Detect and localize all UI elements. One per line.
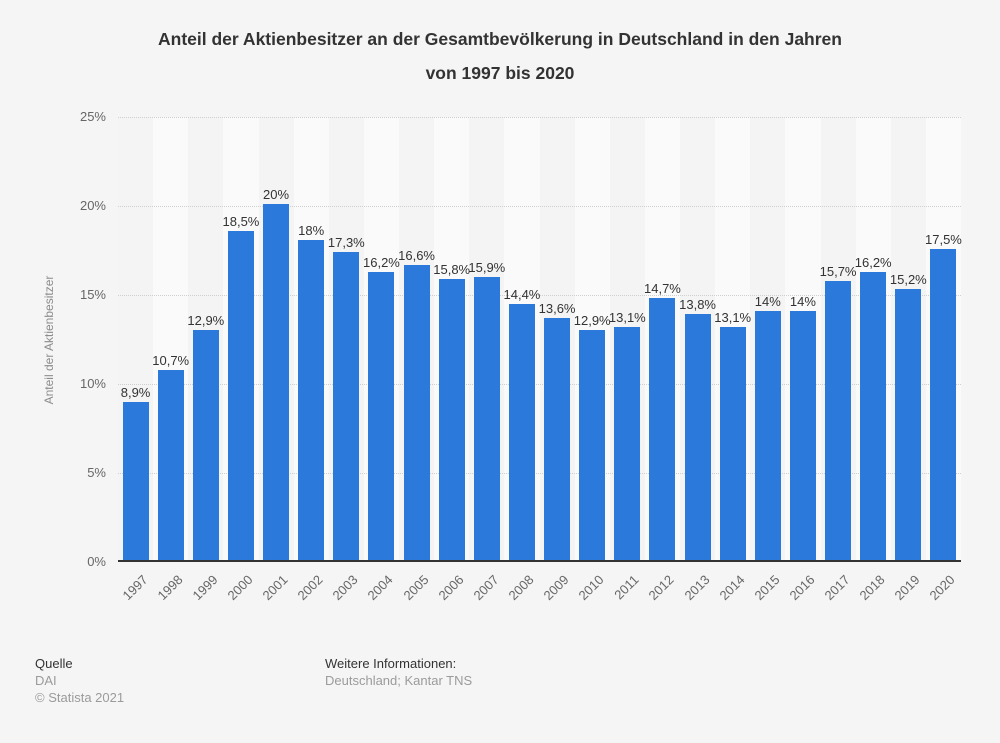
bar-2006[interactable] (438, 278, 465, 560)
bar-2003[interactable] (333, 252, 360, 560)
bar-value-label-2016: 14% (789, 293, 816, 309)
bar-value-label-1999: 12,9% (187, 313, 225, 329)
bar-value-label-2014: 13,1% (714, 309, 752, 325)
x-tick-2008: 2008 (505, 572, 537, 604)
bar-2015[interactable] (754, 310, 781, 560)
x-tick-2017: 2017 (821, 572, 853, 604)
x-tick-2014: 2014 (716, 572, 748, 604)
x-tick-2001: 2001 (259, 572, 291, 604)
x-tick-2012: 2012 (645, 572, 678, 604)
x-tick-2009: 2009 (540, 572, 572, 604)
x-tick-2015: 2015 (751, 572, 783, 604)
bar-2005[interactable] (403, 264, 430, 560)
bar-1999[interactable] (192, 330, 219, 560)
gridline-25pct (118, 117, 961, 118)
x-tick-2006: 2006 (435, 572, 467, 604)
bar-value-label-1998: 10,7% (152, 352, 190, 368)
y-tick-25%: 25% (79, 109, 106, 124)
x-tick-2011: 2011 (611, 572, 642, 603)
bar-2019[interactable] (895, 289, 922, 560)
x-tick-2018: 2018 (856, 572, 888, 604)
bar-value-label-2011: 13,1% (608, 309, 646, 325)
bar-value-label-2020: 17,5% (925, 231, 962, 247)
bar-2012[interactable] (649, 298, 676, 560)
y-tick-0%: 0% (87, 554, 106, 569)
source-label: Quelle (35, 656, 73, 671)
chart-title-line-1: Anteil der Aktienbesitzer an der Gesamtb… (158, 29, 842, 49)
bar-value-label-2019: 15,2% (889, 272, 927, 288)
bar-value-label-2003: 17,3% (327, 235, 365, 251)
footer-info-column: Weitere Informationen: Deutschland; Kant… (325, 655, 472, 689)
bar-value-label-2000: 18,5% (222, 213, 260, 229)
bar-value-label-2006: 15,8% (433, 261, 471, 277)
bar-value-label-2012: 14,7% (644, 281, 681, 297)
x-tick-1999: 1999 (189, 572, 221, 604)
bar-2014[interactable] (719, 326, 746, 560)
x-tick-1998: 1998 (154, 572, 186, 604)
bar-value-label-2015: 14% (754, 293, 781, 309)
bar-1997[interactable] (122, 401, 149, 560)
bar-2010[interactable] (579, 330, 606, 560)
bar-value-label-2004: 16,2% (363, 254, 400, 270)
gridline-10pct (118, 384, 961, 385)
y-tick-10%: 10% (79, 376, 106, 391)
bar-2009[interactable] (544, 317, 571, 560)
x-tick-2007: 2007 (470, 572, 502, 604)
bar-2007[interactable] (473, 276, 500, 560)
bar-2008[interactable] (508, 303, 535, 560)
x-tick-2013: 2013 (681, 572, 713, 604)
bar-value-label-2002: 18% (298, 222, 325, 238)
x-tick-2004: 2004 (364, 572, 397, 604)
x-tick-2003: 2003 (329, 572, 361, 604)
bar-value-label-2007: 15,9% (468, 259, 506, 275)
bar-value-label-2001: 20% (263, 187, 290, 202)
plot-area: 8,9% 10,7% 12,9% 18,5% 20% 18% 17,3% 16,2% 16,6%… (118, 117, 962, 562)
bar-2017[interactable] (825, 280, 852, 560)
gridline-15pct (118, 295, 961, 296)
x-tick-2005: 2005 (400, 572, 432, 604)
x-tick-2010: 2010 (575, 572, 607, 604)
bar-1998[interactable] (157, 369, 184, 560)
bar-value-label-2009: 13,6% (538, 300, 576, 316)
bar-2002[interactable] (298, 239, 325, 560)
gridline-20pct (118, 206, 961, 207)
bar-value-label-2008: 14,4% (503, 286, 541, 302)
copyright-notice: © Statista 2021 (35, 690, 125, 705)
footer-source-column: Quelle DAI © Statista 2021 (35, 655, 124, 706)
chart-title: Anteil der Aktienbesitzer an der Gesamtb… (0, 22, 1000, 90)
x-tick-2002: 2002 (294, 572, 326, 604)
bar-2000[interactable] (227, 230, 254, 560)
x-tick-2016: 2016 (786, 572, 818, 604)
y-tick-5%: 5% (87, 465, 106, 480)
x-tick-2020: 2020 (926, 572, 959, 604)
bar-2011[interactable] (614, 326, 641, 560)
bar-2004[interactable] (368, 271, 395, 560)
bar-value-label-2018: 16,2% (854, 254, 892, 270)
x-tick-1997: 1997 (119, 572, 151, 604)
bar-value-label-1997: 8,9% (120, 384, 151, 400)
info-label: Weitere Informationen: (325, 656, 457, 671)
source-value: DAI (35, 673, 57, 688)
bar-value-label-2005: 16,6% (398, 247, 435, 263)
x-tick-2000: 2000 (224, 572, 256, 604)
bar-2016[interactable] (789, 310, 816, 560)
x-tick-2019: 2019 (891, 572, 923, 604)
bar-2018[interactable] (860, 271, 887, 560)
y-tick-15%: 15% (79, 287, 106, 302)
y-tick-20%: 20% (79, 198, 106, 213)
bar-value-label-2017: 15,7% (819, 263, 857, 279)
chart-title-line-2: von 1997 bis 2020 (425, 63, 575, 83)
bar-value-label-2013: 13,8% (679, 297, 716, 313)
bar-2013[interactable] (684, 314, 711, 560)
bar-2001[interactable] (263, 204, 290, 560)
info-value: Deutschland; Kantar TNS (325, 673, 473, 688)
gridline-5pct (118, 473, 961, 474)
bar-2020[interactable] (930, 248, 957, 560)
bar-value-label-2010: 12,9% (573, 313, 611, 329)
